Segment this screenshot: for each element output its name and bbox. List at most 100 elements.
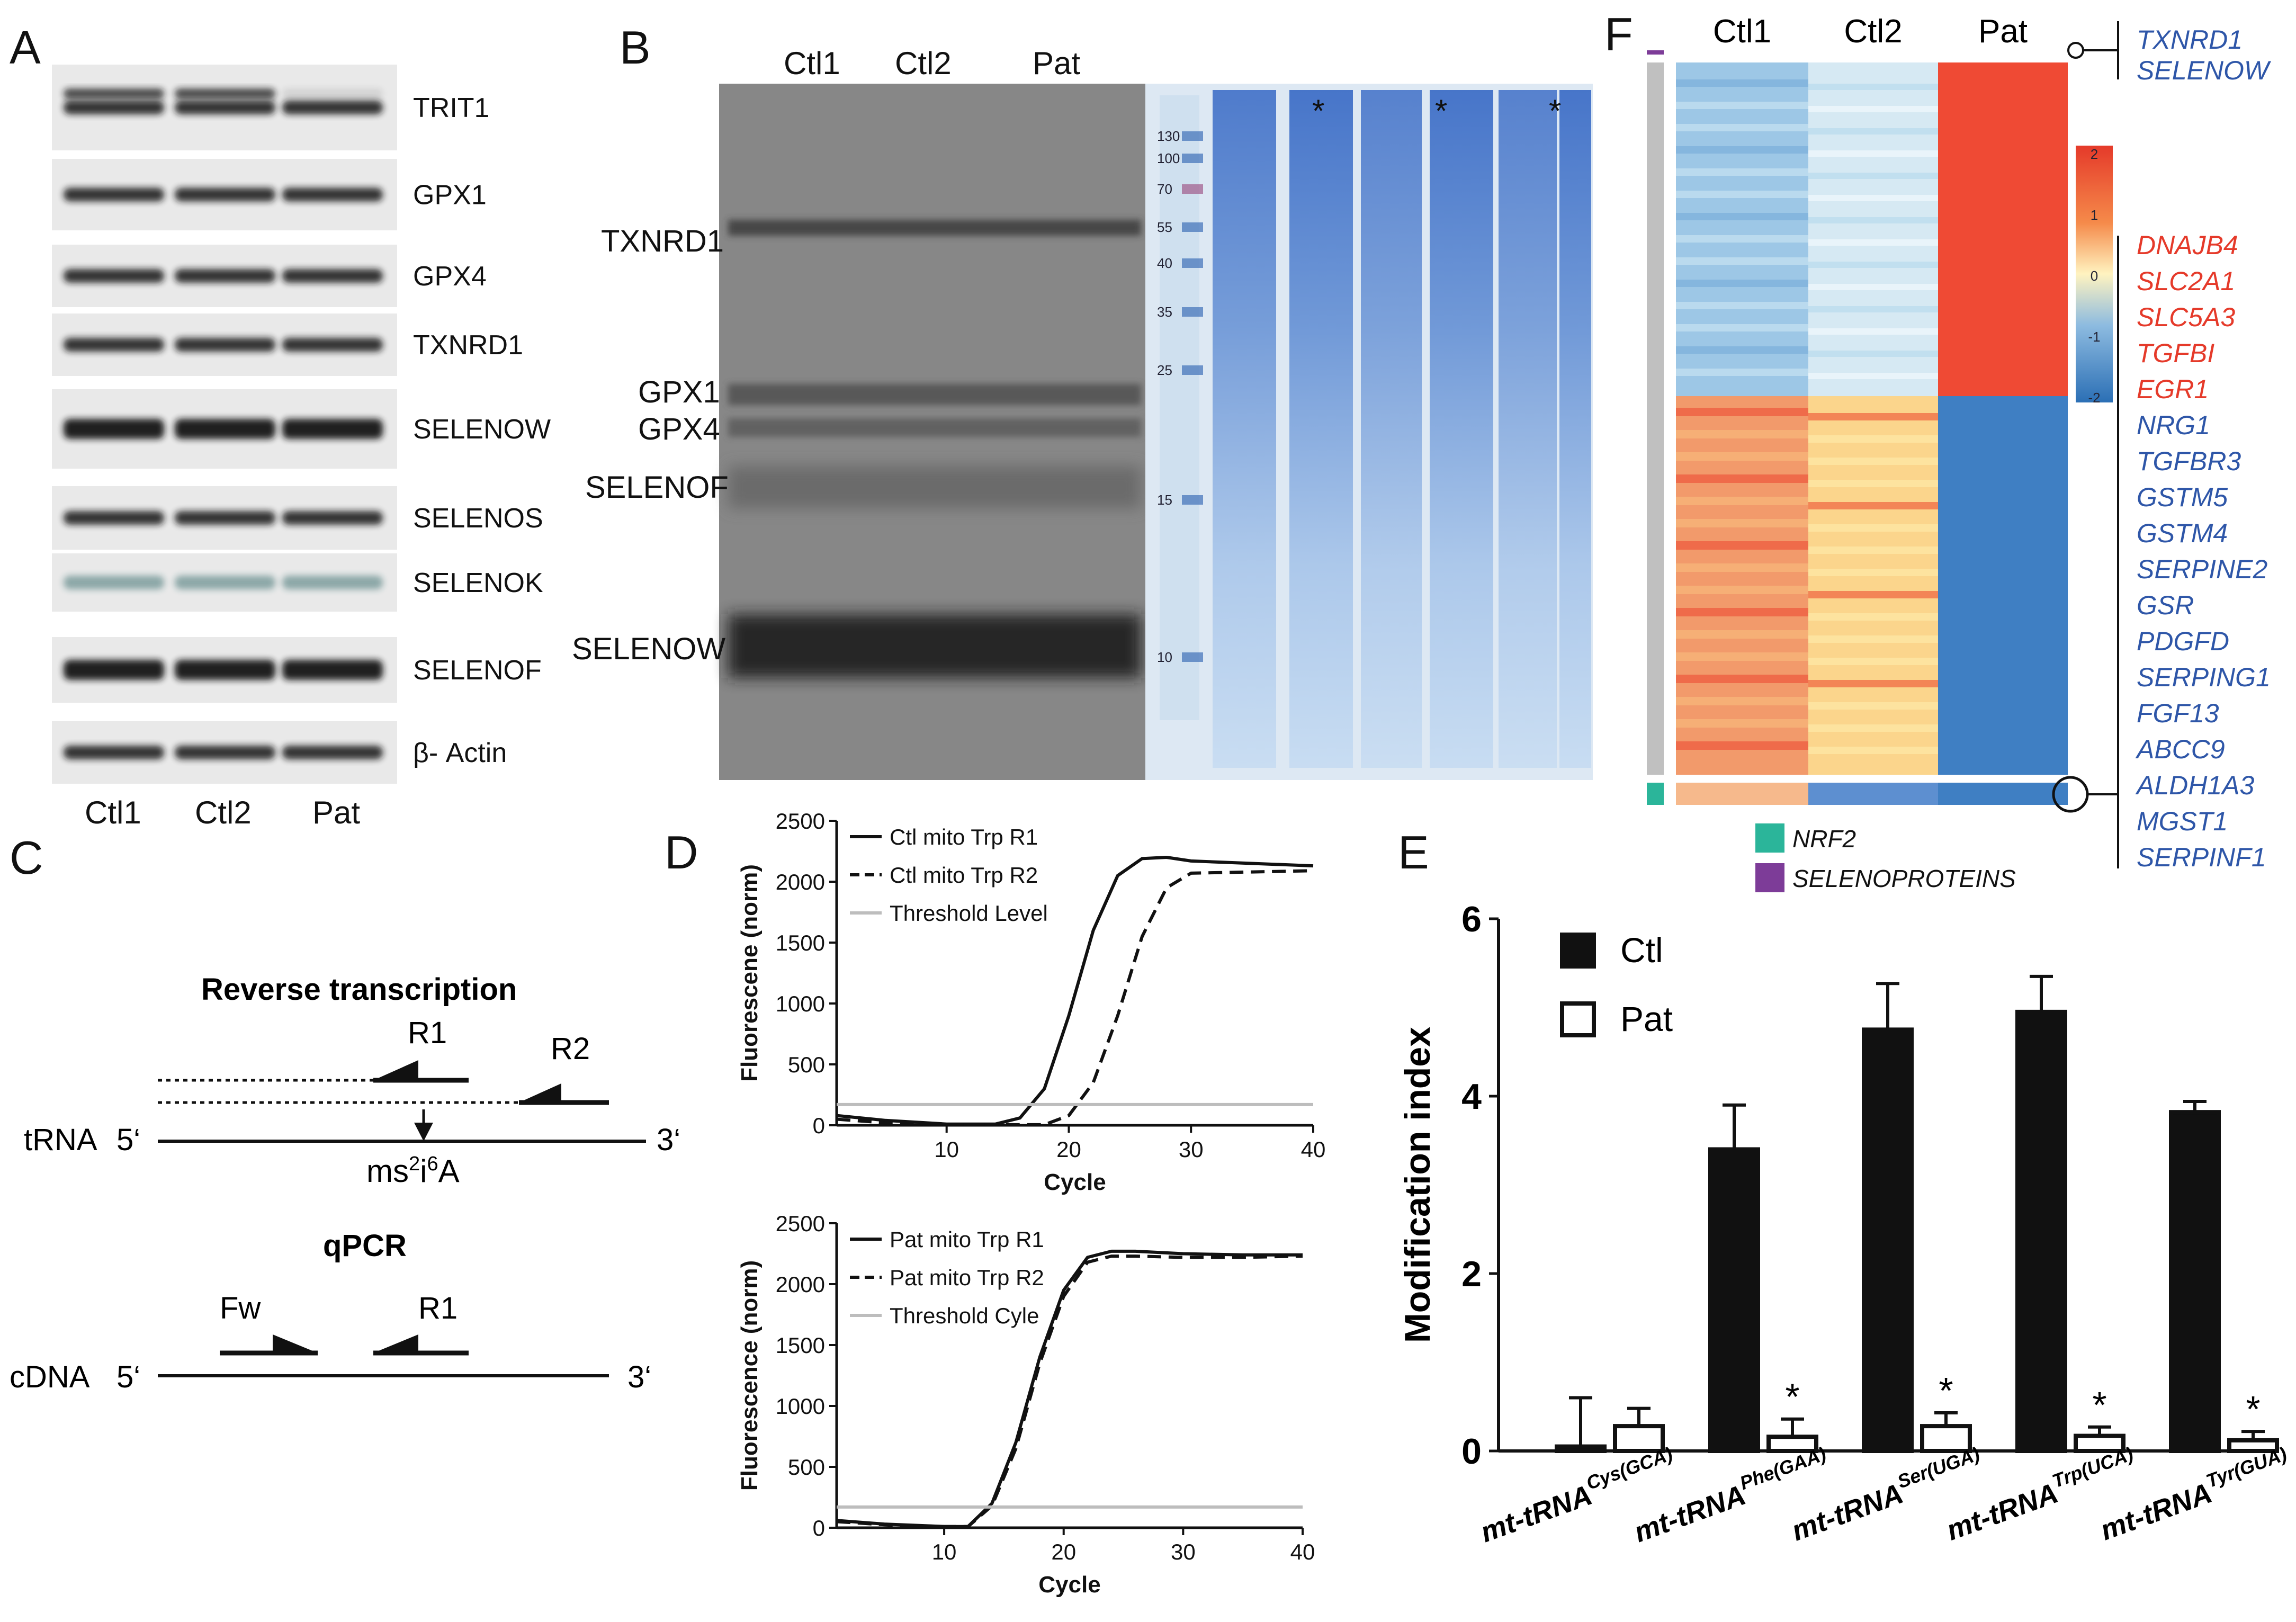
blot-row-label: TRIT1 [413, 93, 489, 123]
color-scale-tick: -1 [2088, 329, 2100, 345]
heatmap-row [1808, 502, 1938, 509]
color-scale-tick: -2 [2088, 390, 2100, 406]
gel-lane-ctl2: Ctl2 [895, 46, 952, 81]
blot-band [64, 187, 164, 202]
heatmap-row [1808, 173, 1938, 179]
heatmap-row [1676, 497, 1808, 505]
y-axis-title: Fluorescene (norm) [737, 864, 763, 1082]
heatmap-row [1808, 435, 1938, 443]
heatmap-row [1808, 724, 1938, 732]
panel-label-a: A [10, 21, 41, 74]
heatmap-row [1676, 146, 1808, 154]
heatmap-row [1676, 630, 1808, 639]
blot-row-label: SELENOF [413, 655, 542, 686]
heatmap-row [1808, 262, 1938, 268]
blot-band [64, 576, 164, 589]
bar-pat [1613, 1424, 1665, 1454]
y-tick-label: 0 [1461, 1431, 1482, 1472]
gel-band-selenof: SELENOF [585, 470, 729, 505]
color-scale-tick: 2 [2091, 146, 2098, 162]
heatmap-column-label: Ctl1 [1713, 13, 1771, 50]
heatmap-row [1808, 680, 1938, 687]
x-tick-label: 40 [1301, 1137, 1326, 1162]
gene-label: SELENOW [2137, 56, 2272, 85]
mw-marker-band [1182, 495, 1203, 505]
mw-marker-label: 25 [1157, 362, 1172, 378]
y-axis-title: Modification index [1397, 1027, 1438, 1343]
heatmap-row [1808, 702, 1938, 710]
heatmap-row [1676, 608, 1808, 616]
heatmap-row [1676, 168, 1808, 176]
blot-band [64, 101, 164, 114]
blot-band [175, 746, 275, 759]
heatmap-row [1808, 306, 1938, 312]
mw-marker-band [1182, 365, 1203, 375]
blot-lane-pat: Pat [312, 795, 360, 830]
blot-band [64, 338, 164, 352]
panel-label-d: D [665, 826, 698, 879]
y-axis-title: Fluorescence (norm) [737, 1260, 763, 1491]
mw-marker-label: 70 [1157, 181, 1172, 197]
blot-band [175, 576, 275, 589]
heatmap-row [1676, 586, 1808, 594]
heatmap-row [1676, 346, 1808, 354]
x-tick-label: 10 [934, 1137, 959, 1162]
bar-ctl [2015, 1009, 2067, 1453]
legend-swatch [1560, 1001, 1596, 1037]
y-tick-label: 2000 [776, 1272, 825, 1297]
heatmap-cell-block [1676, 62, 1808, 396]
legend-label: Ctl mito Trp R1 [890, 825, 1038, 849]
y-tick-label: 1500 [776, 930, 825, 955]
significance-star: * [2246, 1388, 2260, 1430]
qpcr-title: qPCR [323, 1229, 407, 1263]
legend-label-selenoproteins: SELENOPROTEINS [1792, 865, 2016, 892]
legend-swatch-selenoproteins [1755, 863, 1784, 892]
bar-pat [2074, 1433, 2125, 1453]
blot-lane-ctl1: Ctl1 [85, 795, 141, 830]
legend-swatch-nrf2 [1755, 823, 1784, 853]
y-tick-label: 4 [1461, 1077, 1482, 1117]
rt-title: Reverse transcription [201, 972, 517, 1007]
heatmap-row [1808, 128, 1938, 135]
bar-pat [1766, 1435, 1818, 1453]
legend-label: Ctl [1620, 930, 1663, 970]
gene-label: FGF13 [2137, 698, 2219, 728]
heatmap-row [1808, 150, 1938, 157]
y-tick-label: 6 [1461, 899, 1482, 939]
legend-label: Threshold Cyle [890, 1303, 1039, 1328]
cdna-3prime: 3‘ [627, 1360, 651, 1394]
panel-label-f: F [1604, 8, 1633, 60]
qpcr-chart-patient: 0 500 1000 1500 2000 2500 10 20 30 40 Cycle Fluores… [737, 1211, 1315, 1598]
heatmap-row [1808, 413, 1938, 420]
heatmap-row [1808, 569, 1938, 576]
heatmap-row [1676, 474, 1808, 483]
heatmap-row [1808, 635, 1938, 643]
significance-star: * [1785, 1376, 1799, 1418]
heatmap-row [1676, 430, 1808, 438]
heatmap-cell-block [1676, 783, 1808, 805]
heatmap-row [1676, 452, 1808, 461]
gene-label: NRG1 [2137, 410, 2210, 440]
mw-marker-band [1182, 154, 1203, 163]
panel-label-c: C [10, 831, 43, 884]
heatmap-cell-block [1938, 783, 2068, 805]
blot-band [282, 746, 383, 759]
blot-band [64, 269, 164, 283]
significance-star: * [2092, 1384, 2106, 1426]
heatmap-row [1808, 106, 1938, 112]
heatmap-row [1808, 84, 1938, 90]
heatmap-cell-block [1938, 62, 2068, 396]
blot-band-upper [175, 88, 275, 99]
primer-r1-label: R1 [408, 1016, 447, 1050]
heatmap-row [1676, 235, 1808, 243]
blot-band [64, 419, 164, 439]
gel-lane-ctl1: Ctl1 [784, 46, 840, 81]
legend-label: Ctl mito Trp R2 [890, 863, 1038, 888]
heatmap-row [1808, 351, 1938, 357]
gene-label: SLC5A3 [2137, 302, 2235, 332]
blot-band [64, 660, 164, 680]
blot-band [175, 338, 275, 352]
blot-band [282, 187, 383, 202]
series-line [836, 1254, 1303, 1528]
